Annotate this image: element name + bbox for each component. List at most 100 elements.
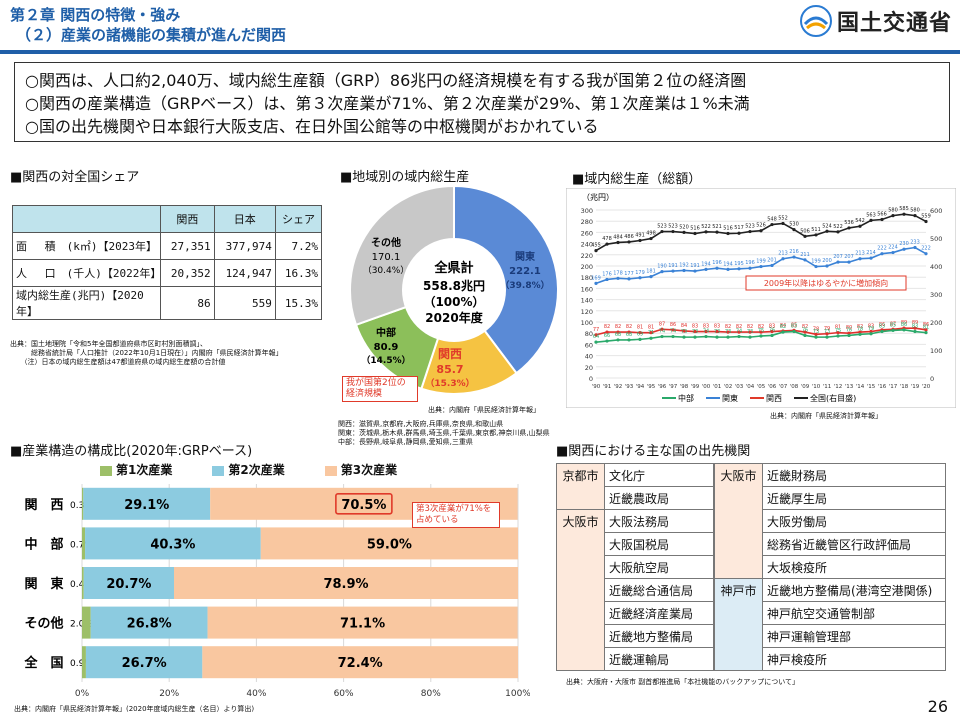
data-label: 516 bbox=[723, 226, 733, 232]
x-tick: '05 bbox=[757, 384, 766, 390]
structure-chart: 0% 20% 40% 60% 80% 100% 関 西 0.3% 29.1% 70.5% 中 部 0… bbox=[23, 484, 530, 699]
data-label: 87 bbox=[659, 321, 665, 327]
bar-segment bbox=[173, 567, 518, 599]
data-label: 552 bbox=[778, 215, 788, 221]
data-label: 40.3% bbox=[150, 537, 195, 552]
series-point bbox=[759, 330, 763, 334]
series-point bbox=[847, 260, 851, 264]
series-point bbox=[814, 233, 818, 237]
data-label: 66 bbox=[604, 333, 610, 339]
series-point bbox=[605, 242, 609, 246]
series-point bbox=[748, 229, 752, 234]
data-label: 72.4% bbox=[338, 656, 383, 671]
data-label: 580 bbox=[888, 208, 898, 214]
data-label: 73 bbox=[747, 329, 753, 335]
data-label: 222 bbox=[921, 246, 931, 252]
x-tick: '12 bbox=[834, 384, 843, 390]
series-point bbox=[682, 335, 686, 339]
x-tick: 80% bbox=[421, 689, 441, 699]
data-label: 81 bbox=[923, 325, 929, 331]
data-label: 82 bbox=[780, 324, 786, 330]
series-point bbox=[737, 330, 741, 334]
data-label: 79 bbox=[824, 326, 830, 332]
series-point bbox=[847, 333, 851, 338]
x-tick: '03 bbox=[735, 384, 744, 390]
data-label: 523 bbox=[745, 224, 755, 230]
data-label: 87 bbox=[890, 321, 896, 327]
category-label: その他 bbox=[24, 616, 63, 632]
x-tick: '06 bbox=[768, 384, 777, 390]
series-point bbox=[792, 228, 796, 232]
legend-item: 第2次産業 bbox=[212, 461, 285, 478]
x-tick: '91 bbox=[603, 384, 612, 390]
agency-cell: 近畿総合通信局 bbox=[604, 578, 714, 602]
series-point bbox=[781, 221, 785, 226]
primary-label: 0.7% bbox=[70, 540, 93, 550]
summary-line: ○国の出先機関や日本銀行大阪支店、在日外国公館等の中枢機関がおかれている bbox=[25, 117, 599, 136]
data-label: 73 bbox=[813, 329, 819, 335]
series-point bbox=[891, 250, 895, 255]
line-chart: （兆円） 0 20 40 60 80 100 120 140 160 180 200 220 240 26… bbox=[566, 188, 956, 408]
data-label: 83 bbox=[769, 324, 775, 330]
data-label: 83 bbox=[912, 324, 918, 330]
pie-title: ■地域別の域内総生産 bbox=[340, 170, 470, 185]
data-label: 194 bbox=[723, 261, 733, 267]
bar-segment bbox=[82, 527, 86, 560]
agency-cell: 大阪航空局 bbox=[604, 555, 714, 579]
x-tick: '04 bbox=[746, 384, 755, 390]
series-point bbox=[649, 331, 653, 335]
series-point bbox=[671, 269, 675, 273]
data-label: 190 bbox=[657, 264, 667, 270]
data-label: 176 bbox=[602, 271, 612, 277]
bar-segment bbox=[82, 567, 84, 599]
series-point bbox=[671, 334, 675, 339]
table-row: 面 積 (k㎡)【2023年】 27,351 377,974 7.2% bbox=[12, 232, 323, 260]
series-point bbox=[847, 226, 851, 230]
table-row: 大阪市 大阪法務局 bbox=[556, 509, 714, 671]
category-label: 関 東 bbox=[24, 576, 63, 592]
structure-legend: 第1次産業 第2次産業 第3次産業 bbox=[100, 461, 397, 478]
series-point bbox=[594, 333, 598, 337]
table-row: 神戸航空交通管制部 bbox=[715, 601, 946, 625]
series-point bbox=[891, 214, 895, 218]
agencies-left-table: 京都市 文化庁 近畿農政局 大阪市 大阪法務局 大阪国税局 大阪航空局 近畿総合通信… bbox=[556, 463, 714, 671]
pie-center-year: 2020年度 bbox=[425, 310, 483, 325]
data-label: 74 bbox=[659, 329, 665, 335]
series-point bbox=[781, 257, 785, 261]
primary-label: 0.9% bbox=[70, 659, 93, 669]
data-label: 213 bbox=[855, 251, 865, 257]
data-label: 563 bbox=[866, 212, 876, 218]
footnote-line: 中部：長野県,岐阜県,静岡県,愛知県,三重県 bbox=[338, 438, 473, 446]
data-label: 82 bbox=[857, 324, 863, 330]
legend-label: 第3次産業 bbox=[340, 463, 398, 477]
share-title: ■関西の対全国シェア bbox=[10, 170, 140, 185]
data-label: 82 bbox=[604, 324, 610, 330]
data-label: 83 bbox=[692, 324, 698, 330]
y-tick-left: 120 bbox=[581, 308, 593, 316]
footnote-line: 関東：茨城県,栃木県,群馬県,埼玉県,千葉県,東京都,神奈川県,山梨県 bbox=[338, 429, 550, 437]
agency-cell: 近畿財務局 bbox=[762, 463, 946, 487]
section-title: （２）産業の諸機能の集積が進んだ関西 bbox=[16, 26, 287, 44]
agencies-source: 出典：大阪府・大阪市 副首都推進局「本社機能のバックアップについて」 bbox=[566, 678, 800, 686]
legend-swatch bbox=[100, 465, 112, 476]
series-point bbox=[715, 329, 719, 334]
agency-cell: 近畿地方整備局(港湾空港関係) bbox=[762, 578, 946, 602]
agency-cell: 大阪国税局 bbox=[604, 532, 714, 556]
series-point bbox=[682, 268, 686, 273]
series-point bbox=[924, 219, 928, 224]
y-tick-left: 240 bbox=[581, 241, 593, 249]
table-row: 神戸運輸管理部 bbox=[715, 624, 946, 648]
header-divider bbox=[0, 50, 960, 54]
series-point bbox=[836, 331, 840, 335]
data-label: 511 bbox=[811, 227, 821, 233]
series-point bbox=[748, 330, 752, 334]
x-tick: '92 bbox=[614, 384, 623, 390]
data-label: 559 bbox=[921, 213, 931, 219]
series-point bbox=[814, 264, 818, 269]
table-row: 人 口 (千人)【2022年】 20,352 124,947 16.3% bbox=[12, 259, 323, 287]
data-label: 566 bbox=[877, 212, 887, 218]
series-point bbox=[770, 333, 774, 338]
series-point bbox=[770, 329, 774, 334]
pie-center-percent: （100%） bbox=[423, 294, 484, 309]
series-point bbox=[825, 264, 829, 268]
